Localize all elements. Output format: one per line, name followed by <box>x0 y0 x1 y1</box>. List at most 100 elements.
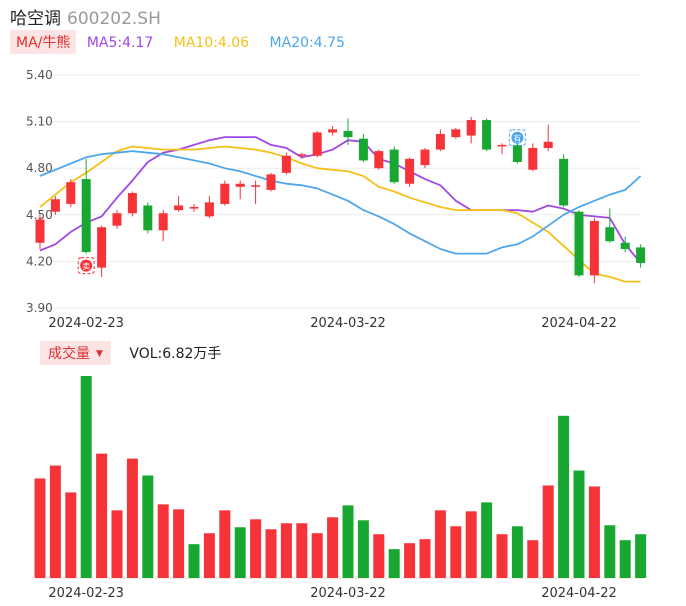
candle-up <box>35 219 45 243</box>
ma10-legend-label: MA10:4.06 <box>173 35 250 51</box>
volume-bar <box>234 527 246 578</box>
candle-up <box>127 193 137 214</box>
volume-bar <box>265 529 277 578</box>
volume-bar <box>311 533 323 578</box>
volume-bar <box>465 511 477 578</box>
candle-up <box>435 134 445 150</box>
signal-marker-frame <box>77 257 95 275</box>
ma-legend: MA/牛熊 MA5:4.17 MA10:4.06 MA20:4.75 <box>10 30 345 54</box>
signal-marker-label: 有 <box>513 133 521 143</box>
volume-bar <box>173 509 185 578</box>
volume-bar <box>619 540 631 578</box>
stock-name: 哈空调 <box>10 9 61 29</box>
volume-bar <box>635 534 647 578</box>
volume-bar <box>296 523 308 578</box>
signal-marker-frame <box>508 129 526 147</box>
candle-up <box>528 148 538 170</box>
candle-down <box>482 120 492 150</box>
volume-bar <box>404 543 416 578</box>
volume-bar <box>481 502 493 578</box>
volume-bar <box>450 526 462 578</box>
date-tick-label: 2024-03-22 <box>310 316 386 331</box>
signal-marker-dot <box>511 131 524 144</box>
volume-bar <box>327 517 339 578</box>
candle-down <box>559 158 569 206</box>
signal-marker-icon: 有 <box>508 129 526 147</box>
volume-tag-label: 成交量 <box>48 346 90 362</box>
volume-bar <box>604 525 616 578</box>
candle-up <box>589 221 599 276</box>
price-tick-label: 4.50 <box>26 208 53 222</box>
candle-up <box>405 158 415 184</box>
candle-down <box>636 247 646 263</box>
ma-indicator-selector[interactable]: MA/牛熊 <box>10 30 77 54</box>
candle-up <box>66 182 76 204</box>
volume-bar <box>49 465 61 578</box>
volume-bar <box>203 533 215 578</box>
caret-down-icon: ▼ <box>96 349 103 359</box>
volume-bar <box>65 492 77 578</box>
candle-up <box>204 202 214 217</box>
volume-bar <box>357 520 369 578</box>
candle-down <box>358 138 368 161</box>
signal-marker-label: 卖 <box>82 262 90 271</box>
signal-marker-dot <box>80 259 93 272</box>
candle-up <box>420 149 430 166</box>
volume-bar <box>188 544 200 578</box>
ma10-line <box>39 145 641 283</box>
volume-bar <box>542 485 554 578</box>
volume-bar <box>434 510 446 578</box>
volume-bar <box>280 523 292 578</box>
candle-down <box>605 227 615 242</box>
candlestick-chart: 5.40 5.10 4.80 4.50 4.20 3.90 卖 有 2024-02-23 2024… <box>26 68 646 331</box>
candle-up <box>266 174 276 190</box>
candle-up <box>220 183 230 204</box>
candle-up <box>281 155 291 173</box>
volume-bar <box>157 504 169 578</box>
price-tick-label: 5.10 <box>26 115 53 129</box>
volume-bar <box>126 458 138 578</box>
candle-down <box>620 242 630 249</box>
candle-up <box>297 154 307 156</box>
volume-value: VOL:6.82万手 <box>129 346 222 362</box>
volume-date-tick-label: 2024-03-22 <box>310 586 386 601</box>
price-tick-label: 4.20 <box>26 254 53 268</box>
stock-code: 600202.SH <box>67 9 161 29</box>
candle-up <box>497 144 507 147</box>
volume-bar <box>111 510 123 578</box>
volume-bar <box>342 505 354 578</box>
candle-down <box>574 211 584 276</box>
candle-up <box>251 185 261 187</box>
volume-bar <box>388 549 400 578</box>
volume-chart: 2024-02-23 2024-03-22 2024-04-22 <box>34 376 647 601</box>
price-tick-label: 3.90 <box>26 301 53 315</box>
candle-down <box>512 144 522 162</box>
candle-down <box>143 205 153 231</box>
volume-bar <box>219 510 231 578</box>
candle-down <box>81 179 91 253</box>
volume-bar <box>573 470 585 578</box>
volume-bar <box>558 415 570 578</box>
candle-up <box>158 213 168 231</box>
ma20-line <box>39 150 642 255</box>
volume-bar <box>142 475 154 578</box>
volume-date-tick-label: 2024-04-22 <box>541 586 617 601</box>
volume-bar <box>34 478 46 578</box>
candle-up <box>50 199 60 212</box>
volume-indicator-selector[interactable]: 成交量 ▼ <box>40 341 111 365</box>
signal-marker-icon: 卖 <box>77 257 95 275</box>
volume-bar <box>511 526 523 578</box>
volume-bar <box>496 534 508 578</box>
date-tick-label: 2024-02-23 <box>48 316 124 331</box>
volume-bar <box>373 534 385 578</box>
volume-bar <box>80 376 92 578</box>
volume-bar <box>96 453 108 578</box>
candle-up <box>174 205 184 211</box>
candle-up <box>97 227 107 268</box>
ma20-legend-label: MA20:4.75 <box>269 35 345 51</box>
price-tick-label: 5.40 <box>26 68 53 82</box>
ma5-legend-label: MA5:4.17 <box>86 35 154 51</box>
volume-header: 成交量 ▼ VOL:6.82万手 <box>40 341 221 365</box>
candle-up <box>543 141 553 149</box>
candle-up <box>374 151 384 169</box>
